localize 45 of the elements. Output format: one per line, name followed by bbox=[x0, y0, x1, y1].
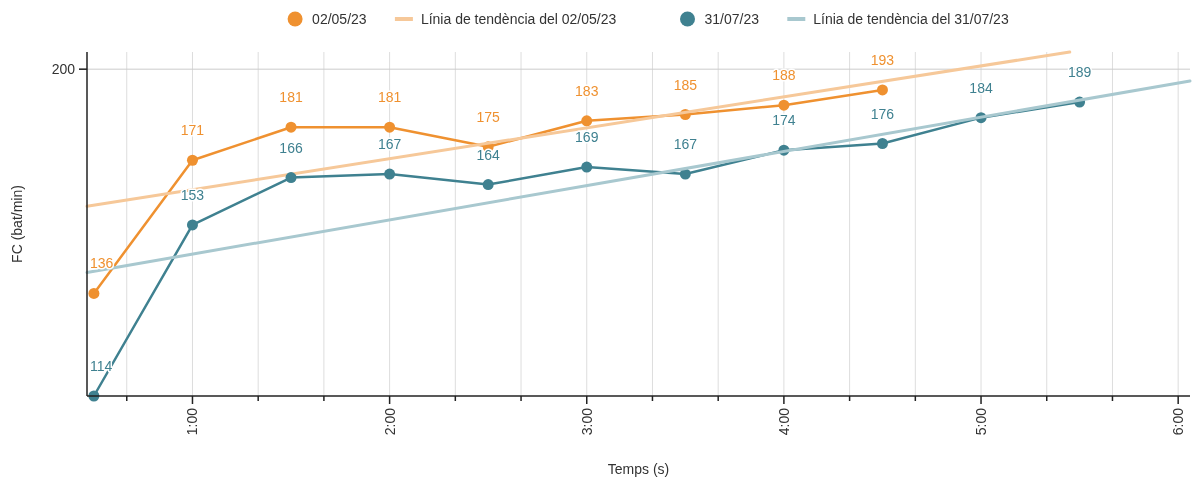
point bbox=[384, 121, 396, 133]
x-axis-title: Temps (s) bbox=[607, 461, 670, 477]
point bbox=[186, 154, 198, 166]
point bbox=[482, 179, 494, 191]
point bbox=[285, 172, 297, 184]
data-label: 181 bbox=[377, 89, 402, 106]
data-label: 175 bbox=[476, 108, 501, 125]
point bbox=[876, 138, 888, 150]
point bbox=[778, 99, 790, 111]
point bbox=[285, 121, 297, 133]
data-label: 169 bbox=[575, 129, 599, 146]
x-tick-label: 1:00 bbox=[184, 407, 201, 436]
data-label: 164 bbox=[476, 146, 501, 163]
x-tick-label: 6:00 bbox=[1170, 407, 1187, 436]
data-label: 167 bbox=[377, 136, 402, 153]
x-tick-label: 3:00 bbox=[578, 407, 595, 436]
data-label: 166 bbox=[279, 139, 303, 156]
data-label: 171 bbox=[180, 122, 205, 139]
x-tick-label: 5:00 bbox=[972, 407, 989, 436]
legend-label: Línia de tendència del 31/07/23 bbox=[813, 10, 1009, 27]
ref-line-label: 200 bbox=[51, 61, 76, 78]
data-label: 183 bbox=[575, 82, 599, 99]
legend-label: 02/05/23 bbox=[312, 10, 367, 27]
data-label: 153 bbox=[180, 186, 205, 203]
point bbox=[876, 84, 888, 96]
point bbox=[186, 219, 198, 231]
data-label: 184 bbox=[969, 79, 993, 96]
point bbox=[581, 115, 593, 127]
point bbox=[88, 287, 100, 299]
data-label: 174 bbox=[772, 112, 796, 129]
point bbox=[581, 161, 593, 173]
data-label: 189 bbox=[1067, 64, 1092, 81]
data-label: 167 bbox=[673, 136, 698, 153]
legend-label: 31/07/23 bbox=[704, 10, 760, 27]
x-tick-label: 2:00 bbox=[381, 407, 398, 436]
x-tick-label: 4:00 bbox=[775, 407, 792, 436]
data-label: 185 bbox=[673, 76, 698, 93]
data-label: 181 bbox=[279, 89, 303, 106]
data-label: 193 bbox=[870, 51, 895, 68]
data-label: 188 bbox=[772, 67, 796, 84]
data-label: 136 bbox=[90, 255, 114, 272]
legend-label: Línia de tendència del 02/05/23 bbox=[420, 10, 617, 27]
point bbox=[384, 168, 396, 180]
y-axis-title: FC (bat/min) bbox=[9, 185, 25, 263]
data-label: 176 bbox=[870, 105, 895, 122]
